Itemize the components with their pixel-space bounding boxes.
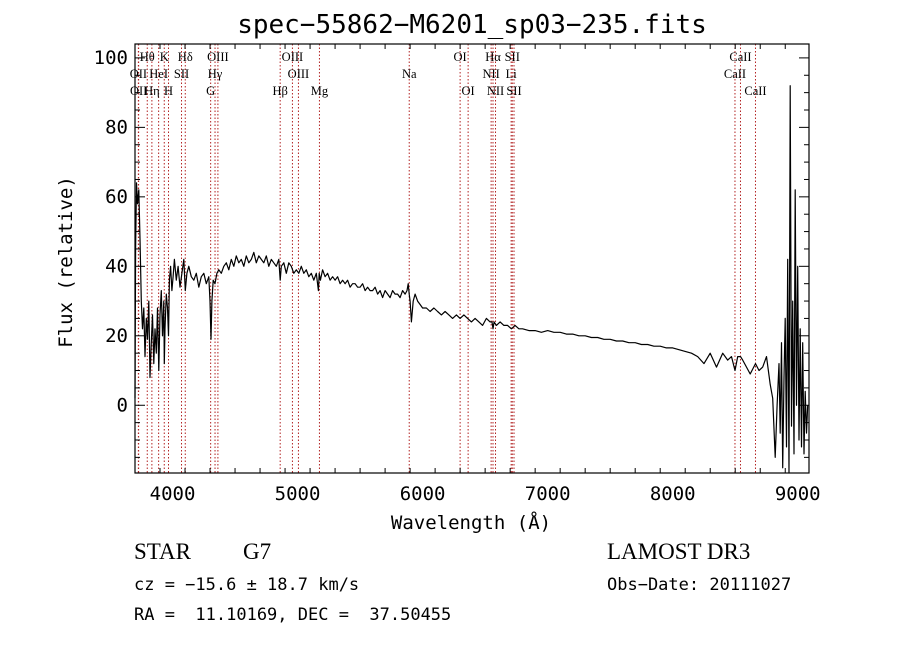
spectral-line-label: Na (402, 67, 417, 81)
flux-spectrum-line (134, 85, 809, 474)
spectral-line-label: Hβ (272, 84, 287, 98)
object-subclass-label: G7 (243, 539, 271, 564)
spectral-line-label: Li (506, 67, 518, 81)
spectral-line-label: CaII (724, 67, 746, 81)
spectral-line-label: CaII (744, 84, 766, 98)
observation-date: Obs−Date: 20111027 (607, 575, 791, 595)
spectral-line-label: OI (462, 84, 475, 98)
spectral-line-label: Hγ (208, 67, 223, 81)
x-tick-label: 5000 (275, 483, 321, 505)
spectral-line-label: K (160, 50, 169, 64)
spectral-line-label: OI (454, 50, 467, 64)
x-axis-label: Wavelength (Å) (391, 511, 551, 534)
spectral-line-label: SII (174, 67, 189, 81)
spectral-line-label: Hη (144, 84, 160, 98)
x-tick-label: 4000 (150, 483, 196, 505)
spectral-line-markers (137, 44, 756, 473)
object-class-label: STAR (134, 539, 192, 564)
spectral-line-label: SII (505, 50, 520, 64)
x-tick-label: 8000 (650, 483, 696, 505)
survey-label: LAMOST DR3 (607, 539, 750, 564)
x-tick-label: 7000 (525, 483, 571, 505)
y-tick-label: 0 (117, 394, 128, 416)
x-tick-label: 9000 (775, 483, 821, 505)
spectral-line-label: Hδ (178, 50, 193, 64)
spectral-line-label: OII (130, 84, 147, 98)
spectral-line-label: OIII (207, 50, 229, 64)
spectral-line-label: SII (506, 84, 521, 98)
y-tick-label: 100 (94, 47, 128, 69)
axis-ticks: 4000 5000 6000 7000 8000 9000 0 20 40 60 80 100 (94, 44, 821, 505)
spectral-line-label: NII (482, 67, 499, 81)
spectral-line-labels: Hθ K Hδ OIII OIII OI Hα SII CaII OII HeI SII Hγ OIII N… (130, 50, 767, 98)
y-tick-label: 60 (105, 186, 128, 208)
spectral-line-label: OII (130, 67, 147, 81)
y-tick-label: 80 (105, 116, 128, 138)
coordinates-readout: RA = 11.10169, DEC = 37.50455 (134, 605, 451, 625)
spectral-line-label: OIII (288, 67, 310, 81)
spectral-line-label: H (164, 84, 173, 98)
plot-frame (134, 43, 810, 474)
chart-title: spec−55862−M6201_sp03−235.fits (237, 10, 707, 40)
spectral-line-label: Mg (311, 84, 329, 98)
spectral-line-label: Hα (485, 50, 501, 64)
spectral-line-label: NII (487, 84, 504, 98)
x-tick-label: 6000 (400, 483, 446, 505)
redshift-readout: cz = −15.6 ± 18.7 km/s (134, 575, 359, 595)
spectral-line-label: Hθ (140, 50, 155, 64)
y-axis-label: Flux (relative) (55, 176, 77, 348)
y-tick-label: 20 (105, 325, 128, 347)
spectral-line-label: OIII (282, 50, 304, 64)
spectral-line-label: G (206, 84, 215, 98)
y-tick-label: 40 (105, 255, 128, 277)
spectral-line-label: HeI (149, 67, 168, 81)
spectral-line-label: CaII (729, 50, 751, 64)
